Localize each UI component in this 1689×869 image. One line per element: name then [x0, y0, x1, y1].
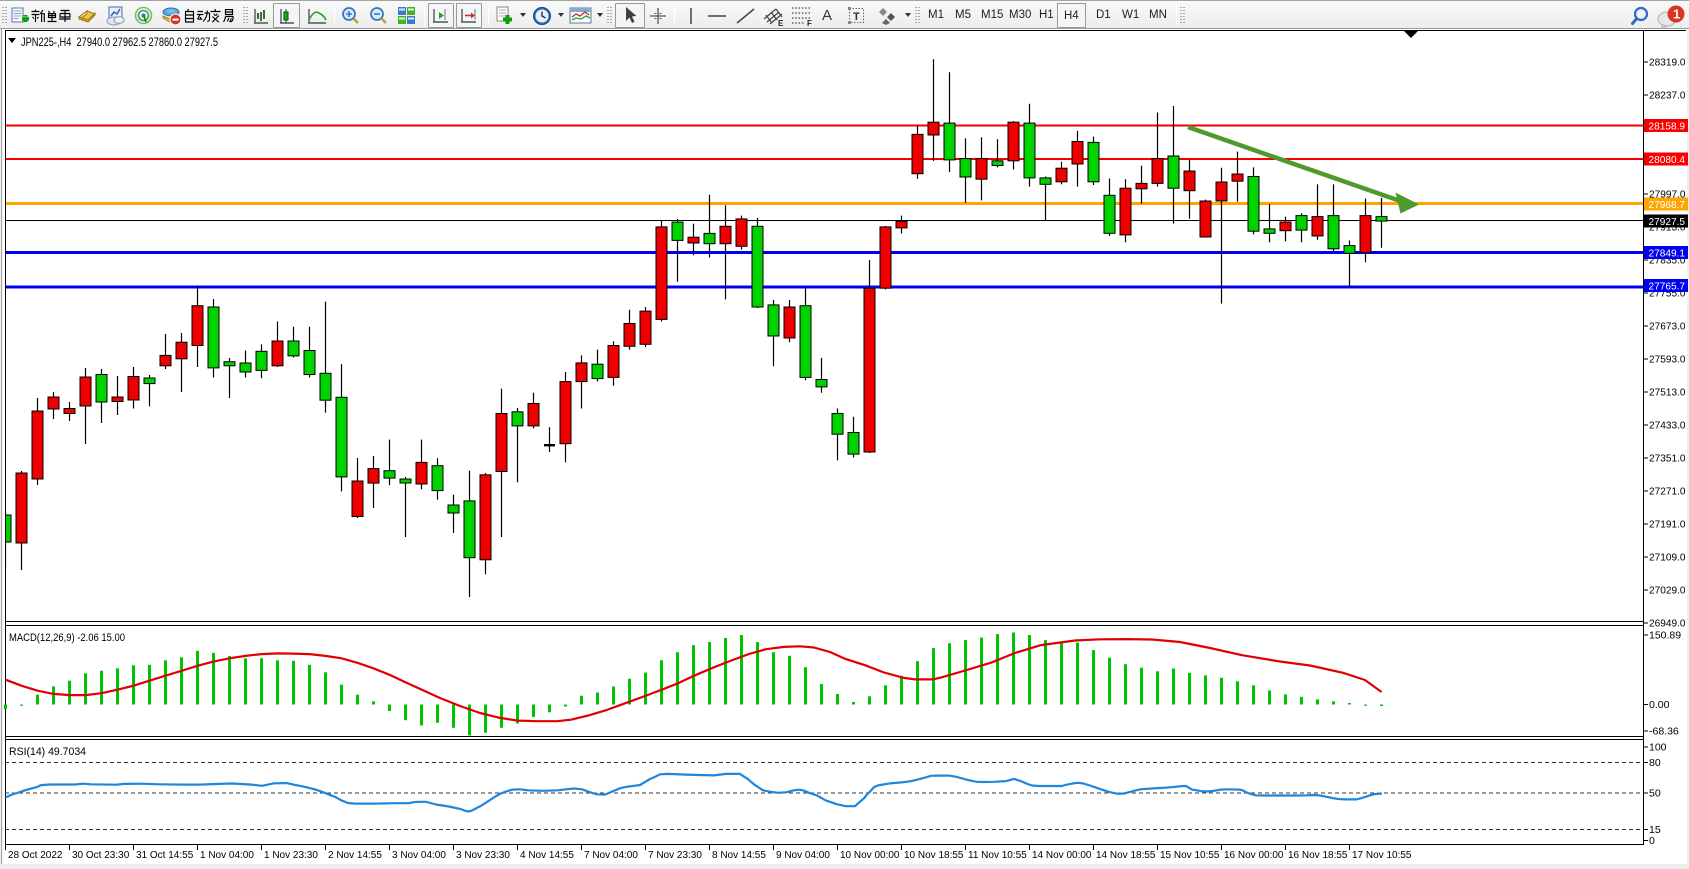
svg-text:11 Nov 10:55: 11 Nov 10:55	[968, 850, 1027, 861]
svg-text:1: 1	[1673, 7, 1680, 22]
svg-text:27271.0: 27271.0	[1649, 486, 1686, 498]
svg-text:8 Nov 14:55: 8 Nov 14:55	[712, 850, 766, 861]
svg-text:T: T	[853, 11, 860, 23]
svg-text:7 Nov 23:30: 7 Nov 23:30	[648, 850, 702, 861]
svg-text:1 Nov 04:00: 1 Nov 04:00	[200, 850, 254, 861]
svg-text:10 Nov 00:00: 10 Nov 00:00	[840, 850, 900, 861]
svg-text:27191.0: 27191.0	[1649, 519, 1686, 531]
svg-text:JPN225-,H4 27940.0 27962.5 27: JPN225-,H4 27940.0 27962.5 27860.0 27927…	[21, 35, 218, 49]
svg-text:27029.0: 27029.0	[1649, 585, 1686, 597]
svg-text:30 Oct 23:30: 30 Oct 23:30	[72, 850, 130, 861]
svg-text:27849.1: 27849.1	[1649, 248, 1686, 260]
svg-text:E: E	[778, 19, 784, 27]
svg-text:9 Nov 04:00: 9 Nov 04:00	[776, 850, 830, 861]
svg-text:14 Nov 00:00: 14 Nov 00:00	[1032, 850, 1092, 861]
svg-text:10 Nov 18:55: 10 Nov 18:55	[904, 850, 964, 861]
svg-text:16 Nov 18:55: 16 Nov 18:55	[1288, 850, 1348, 861]
svg-text:0.00: 0.00	[1649, 699, 1670, 711]
svg-text:-68.36: -68.36	[1649, 726, 1679, 738]
svg-text:27433.0: 27433.0	[1649, 420, 1686, 432]
svg-text:27109.0: 27109.0	[1649, 552, 1686, 564]
svg-text:27673.0: 27673.0	[1649, 321, 1686, 333]
svg-text:17 Nov 10:55: 17 Nov 10:55	[1352, 850, 1412, 861]
svg-text:150.89: 150.89	[1649, 630, 1681, 642]
svg-text:28158.9: 28158.9	[1649, 121, 1686, 133]
svg-text:27927.5: 27927.5	[1649, 216, 1686, 228]
svg-text:15 Nov 10:55: 15 Nov 10:55	[1160, 850, 1220, 861]
svg-text:RSI(14) 49.7034: RSI(14) 49.7034	[9, 746, 86, 758]
svg-text:16 Nov 00:00: 16 Nov 00:00	[1224, 850, 1284, 861]
svg-text:27593.0: 27593.0	[1649, 354, 1686, 366]
svg-text:14 Nov 18:55: 14 Nov 18:55	[1096, 850, 1156, 861]
svg-text:100: 100	[1649, 742, 1667, 754]
svg-text:28080.4: 28080.4	[1649, 154, 1686, 166]
svg-text:3 Nov 04:00: 3 Nov 04:00	[392, 850, 446, 861]
svg-text:1 Nov 23:30: 1 Nov 23:30	[264, 850, 318, 861]
svg-text:31 Oct 14:55: 31 Oct 14:55	[136, 850, 194, 861]
svg-text:27513.0: 27513.0	[1649, 387, 1686, 399]
svg-text:28 Oct 2022: 28 Oct 2022	[8, 850, 63, 861]
svg-text:27351.0: 27351.0	[1649, 453, 1686, 465]
svg-text:3 Nov 23:30: 3 Nov 23:30	[456, 850, 510, 861]
svg-text:2 Nov 14:55: 2 Nov 14:55	[328, 850, 382, 861]
svg-text:28319.0: 28319.0	[1649, 57, 1686, 69]
svg-text:28237.0: 28237.0	[1649, 90, 1686, 102]
svg-text:MACD(12,26,9) -2.06 15.00: MACD(12,26,9) -2.06 15.00	[9, 632, 125, 644]
svg-text:0: 0	[1649, 835, 1655, 847]
svg-text:7 Nov 04:00: 7 Nov 04:00	[584, 850, 638, 861]
svg-text:27968.7: 27968.7	[1649, 199, 1686, 211]
svg-text:26949.0: 26949.0	[1649, 618, 1686, 630]
svg-text:50: 50	[1649, 788, 1661, 800]
svg-text:F: F	[807, 19, 812, 27]
svg-text:27765.7: 27765.7	[1649, 281, 1686, 293]
svg-text:80: 80	[1649, 757, 1661, 769]
svg-text:15: 15	[1649, 824, 1661, 836]
svg-text:4 Nov 14:55: 4 Nov 14:55	[520, 850, 574, 861]
